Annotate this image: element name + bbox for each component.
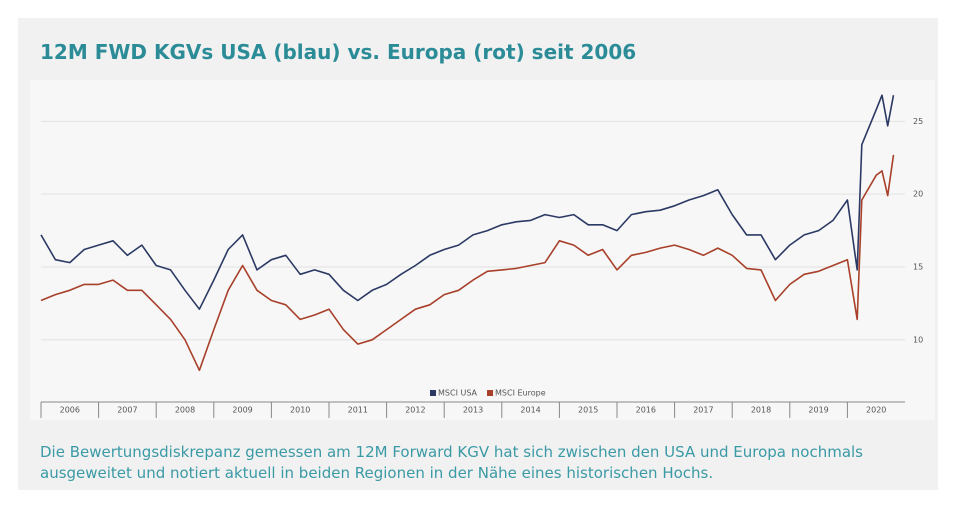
legend-swatch [430, 390, 436, 396]
x-tick-label: 2013 [463, 406, 483, 415]
chart-title: 12M FWD KGVs USA (blau) vs. Europa (rot)… [40, 40, 637, 64]
x-tick-label: 2014 [520, 406, 540, 415]
x-tick-label: 2011 [348, 406, 368, 415]
y-tick-label: 10 [913, 335, 923, 344]
y-tick-label: 15 [913, 262, 923, 271]
x-tick-label: 2009 [232, 406, 252, 415]
legend-label: MSCI USA [438, 389, 478, 398]
x-tick-label: 2010 [290, 406, 310, 415]
x-tick-label: 2016 [636, 406, 656, 415]
legend-swatch [487, 390, 494, 396]
x-tick-label: 2019 [808, 406, 828, 415]
x-tick-label: 2020 [866, 406, 886, 415]
x-tick-label: 2015 [578, 406, 598, 415]
line-series [40, 154, 895, 372]
x-tick-label: 2006 [60, 406, 80, 415]
plot-background [30, 80, 935, 420]
x-tick-label: 2018 [751, 406, 771, 415]
y-tick-label: 20 [913, 190, 923, 199]
y-tick-label: 25 [913, 117, 923, 126]
x-tick-label: 2008 [175, 406, 195, 415]
legend-label: MSCI Europe [495, 389, 546, 398]
x-tick-label: 2007 [117, 406, 137, 415]
x-tick-label: 2017 [693, 406, 713, 415]
caption: Die Bewertungsdiskrepanz gemessen am 12M… [40, 443, 863, 482]
line-series [40, 94, 895, 310]
x-tick-label: 2012 [405, 406, 425, 415]
